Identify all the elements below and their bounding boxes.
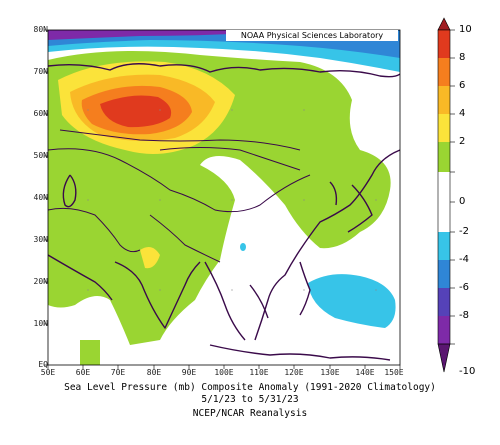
- colorbar-segment-6: [438, 86, 450, 114]
- colorbar-label-6: 6: [459, 80, 466, 91]
- coastline-indonesia: [209, 344, 391, 361]
- colorbar-frame: [437, 29, 451, 345]
- colorbar-label-m6: -6: [459, 282, 469, 293]
- coastline-arctic: [48, 63, 400, 78]
- anomaly-yellow-india: [140, 246, 160, 269]
- border-russia-kazakh: [59, 129, 301, 151]
- colorbar-segment-m6: [438, 288, 450, 316]
- coastline-arabia: [48, 254, 113, 301]
- colorbar-top-arrow: [437, 17, 451, 31]
- coastline-southeast-asia: [204, 261, 269, 341]
- lon-label-120e: 120E: [284, 368, 304, 377]
- anomaly-green-equator: [80, 340, 100, 365]
- coastline-korea-japan: [329, 181, 373, 233]
- colorbar-label-m2: -2: [459, 226, 469, 237]
- coastlines: [48, 63, 400, 361]
- graticule: [87, 109, 377, 291]
- lat-label-80n: 80N: [33, 25, 48, 34]
- lon-label-140e: 140E: [355, 368, 375, 377]
- colorbar-label-m10: -10: [459, 366, 476, 377]
- border-china-mongolia: [159, 147, 301, 171]
- credit-label: NOAA Physical Sciences Laboratory: [226, 30, 398, 41]
- coastline-east-asia: [254, 149, 400, 341]
- colorbar-label-m4: -4: [459, 254, 469, 265]
- anomaly-low-arabia: [48, 240, 115, 305]
- colorbar-segment-10: [438, 30, 450, 58]
- lon-label-50e: 50E: [40, 368, 56, 377]
- colorbar-label-2: 2: [459, 136, 466, 147]
- coastline-india: [114, 261, 201, 329]
- colorbar-segment-8: [438, 58, 450, 86]
- lon-label-100e: 100E: [214, 368, 234, 377]
- lon-label-60e: 60E: [75, 368, 91, 377]
- lat-label-10n: 10N: [33, 319, 48, 328]
- border-south-asia: [149, 214, 221, 263]
- border-central-asia: [48, 148, 311, 213]
- colorbar-segment-m2: [438, 232, 450, 260]
- lat-label-40n: 40N: [33, 193, 48, 202]
- lat-label-eq: EQ: [38, 360, 48, 369]
- colorbar-segment-0: [438, 172, 450, 232]
- colorbar-label-4: 4: [459, 108, 466, 119]
- lon-label-80e: 80E: [146, 368, 162, 377]
- coastline-caspian: [62, 174, 77, 208]
- colorbar: [437, 17, 455, 373]
- lat-label-30n: 30N: [33, 235, 48, 244]
- figure-caption-dates: 5/1/23 to 5/31/23: [201, 394, 299, 405]
- colorbar-segment-m4: [438, 260, 450, 288]
- negative-anomaly-pacific: [308, 274, 396, 328]
- map-ticks: [44, 29, 401, 369]
- anomaly-red-core: [100, 95, 172, 128]
- colorbar-bottom-arrow: [437, 343, 451, 373]
- map-plot-area: [48, 30, 400, 365]
- colorbar-label-m8: -8: [459, 310, 469, 321]
- colorbar-segment-4: [438, 114, 450, 142]
- lat-label-50n: 50N: [33, 151, 48, 160]
- colorbar-segment-m8: [438, 316, 450, 344]
- lat-label-70n: 70N: [33, 67, 48, 76]
- lat-label-20n: 20N: [33, 277, 48, 286]
- colorbar-segment-2: [438, 142, 450, 172]
- anomaly-small-blue-spot: [240, 243, 246, 251]
- colorbar-label-10: 10: [459, 24, 472, 35]
- lon-label-70e: 70E: [110, 368, 126, 377]
- border-middle-east: [48, 207, 141, 253]
- figure-caption-title: Sea Level Pressure (mb) Composite Anomal…: [64, 382, 436, 393]
- lon-label-150e: 150E: [384, 368, 404, 377]
- lon-label-130e: 130E: [320, 368, 340, 377]
- lat-label-60n: 60N: [33, 109, 48, 118]
- figure-caption-source: NCEP/NCAR Reanalysis: [192, 408, 308, 419]
- lon-label-110e: 110E: [249, 368, 269, 377]
- colorbar-label-0: 0: [459, 196, 466, 207]
- coastline-philippines: [299, 261, 311, 316]
- lon-label-90e: 90E: [181, 368, 197, 377]
- colorbar-label-8: 8: [459, 52, 466, 63]
